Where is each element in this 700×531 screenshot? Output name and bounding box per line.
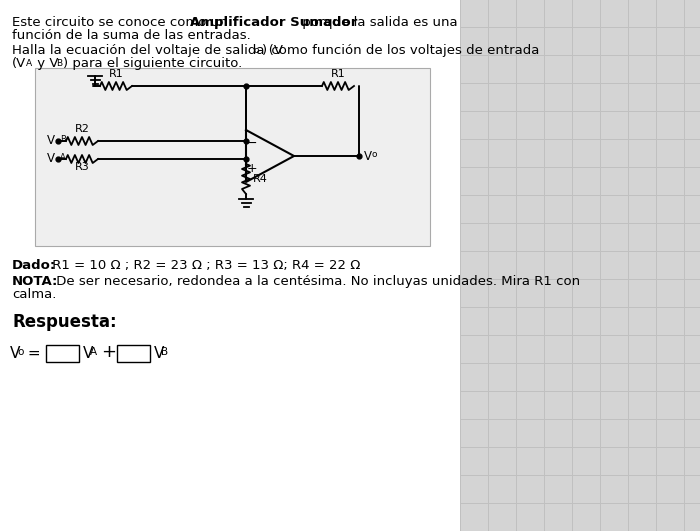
Text: calma.: calma.	[12, 288, 57, 301]
Text: R2: R2	[75, 124, 90, 134]
Text: V: V	[47, 152, 55, 166]
Text: ) para el siguiente circuito.: ) para el siguiente circuito.	[63, 57, 242, 70]
Text: ) como función de los voltajes de entrada: ) como función de los voltajes de entrad…	[262, 44, 540, 57]
Bar	[117, 345, 150, 362]
Text: +: +	[101, 343, 116, 361]
Text: R4: R4	[253, 174, 268, 184]
Text: V: V	[154, 346, 164, 361]
Text: −: −	[246, 136, 258, 150]
Text: V: V	[83, 346, 93, 361]
Text: Amplificador Sumador: Amplificador Sumador	[190, 16, 358, 29]
Text: B: B	[56, 59, 62, 68]
Text: NOTA:: NOTA:	[12, 275, 58, 288]
Text: (V: (V	[12, 57, 27, 70]
Text: A: A	[90, 347, 97, 357]
Text: De ser necesario, redondea a la centésima. No incluyas unidades. Mira R1 con: De ser necesario, redondea a la centésim…	[52, 275, 580, 288]
Bar	[35, 68, 430, 246]
Text: A: A	[60, 153, 66, 162]
Text: V: V	[47, 134, 55, 148]
Text: V: V	[364, 150, 372, 162]
Bar	[46, 345, 79, 362]
Bar	[460, 0, 700, 531]
Text: Halla la ecuación del voltaje de salida (V: Halla la ecuación del voltaje de salida …	[12, 44, 283, 57]
Text: V: V	[10, 346, 20, 361]
Text: Este circuito se conoce como un: Este circuito se conoce como un	[12, 16, 232, 29]
Text: Respuesta:: Respuesta:	[12, 313, 117, 331]
Text: Dado:: Dado:	[12, 259, 56, 272]
Text: o: o	[254, 46, 260, 55]
Text: R3: R3	[75, 162, 90, 172]
Text: =: =	[23, 346, 41, 361]
Text: porque la salida es una: porque la salida es una	[298, 16, 458, 29]
Text: función de la suma de las entradas.: función de la suma de las entradas.	[12, 29, 251, 42]
Text: o: o	[371, 150, 377, 159]
Text: B: B	[60, 135, 66, 144]
Text: +: +	[246, 162, 258, 176]
Text: B: B	[161, 347, 168, 357]
Bar	[0, 0, 460, 531]
Text: R1: R1	[108, 69, 123, 79]
Text: o: o	[17, 347, 23, 357]
Text: R1 = 10 Ω ; R2 = 23 Ω ; R3 = 13 Ω; R4 = 22 Ω: R1 = 10 Ω ; R2 = 23 Ω ; R3 = 13 Ω; R4 = …	[48, 259, 360, 272]
Text: y V: y V	[33, 57, 59, 70]
Text: R1: R1	[330, 69, 345, 79]
Text: A: A	[26, 59, 32, 68]
